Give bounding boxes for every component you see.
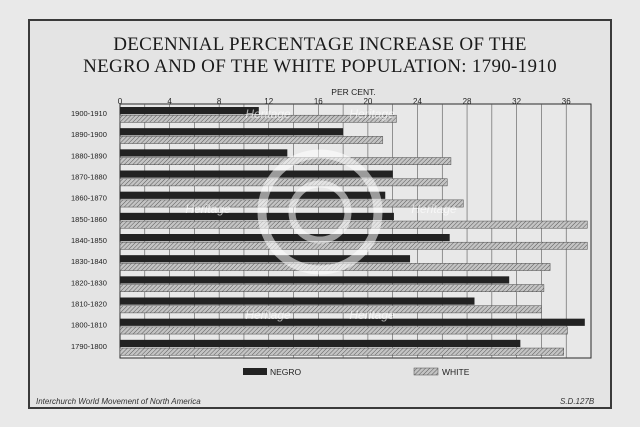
legend-swatch-negro — [243, 368, 267, 375]
category-label: 1880-1890 — [71, 151, 107, 160]
category-label: 1840-1850 — [71, 236, 107, 245]
bar-negro — [120, 234, 450, 242]
bar-negro — [120, 339, 521, 348]
watermark-text: Heritage — [349, 107, 395, 121]
bar-white — [119, 347, 564, 356]
bar-white — [119, 326, 568, 335]
x-tick-label: 36 — [562, 97, 571, 106]
bar-white — [119, 136, 384, 144]
category-label: 1890-1900 — [71, 130, 107, 139]
chart-title-line-1: DECENNIAL PERCENTAGE INCREASE OF THE — [113, 34, 527, 55]
watermark-text: Heritage — [349, 308, 395, 322]
bar-white — [119, 220, 588, 229]
bar-negro — [120, 255, 411, 263]
category-label: 1860-1870 — [71, 194, 107, 203]
x-axis-label: PER CENT. — [331, 87, 375, 97]
watermark-text: Heritage — [411, 202, 457, 216]
watermark-ring — [257, 149, 383, 275]
bar-negro — [120, 212, 394, 221]
x-tick-label: 20 — [363, 97, 372, 106]
bar-white — [119, 305, 542, 314]
x-tick-label: 12 — [264, 97, 273, 106]
category-label: 1830-1840 — [71, 257, 107, 266]
bar-white — [119, 241, 588, 250]
bar-negro — [120, 170, 393, 178]
category-label: 1820-1830 — [71, 278, 107, 287]
category-label: 1800-1810 — [71, 321, 107, 330]
category-label: 1870-1880 — [71, 173, 107, 182]
category-label: 1850-1860 — [71, 215, 107, 224]
bar-white — [119, 114, 397, 123]
category-label: 1810-1820 — [71, 300, 107, 309]
footer-code: S.D.127B — [560, 397, 595, 406]
plot-area — [119, 103, 592, 359]
chart-title: DECENNIAL PERCENTAGE INCREASE OF THE NEG… — [32, 34, 608, 78]
watermark-inner — [288, 180, 352, 244]
bar-negro — [120, 128, 344, 136]
bar-white — [119, 284, 545, 292]
watermark-text: Heritage — [245, 308, 291, 322]
footer-credit: Interchurch World Movement of North Amer… — [36, 397, 201, 406]
bar-negro — [120, 107, 259, 115]
bar-negro — [120, 297, 475, 305]
x-tick-label: 0 — [118, 97, 123, 106]
x-tick-label: 28 — [463, 97, 472, 106]
watermark-text: Heritage — [185, 202, 231, 216]
x-tick-label: 24 — [413, 97, 422, 106]
category-label: 1790-1800 — [71, 342, 107, 351]
watermark-text: Heritage — [245, 107, 291, 121]
x-tick-label: 32 — [512, 97, 521, 106]
x-tick-label: 16 — [314, 97, 323, 106]
bar-negro — [120, 149, 288, 157]
legend-swatch-white — [413, 367, 439, 376]
category-label: 1900-1910 — [71, 109, 107, 118]
bar-white — [119, 178, 448, 187]
bar-negro — [120, 276, 510, 284]
x-tick-label: 4 — [167, 97, 172, 106]
chart-title-line-2: NEGRO AND OF THE WHITE POPULATION: 1790-… — [83, 56, 557, 77]
x-tick-label: 8 — [217, 97, 222, 106]
bar-negro — [120, 191, 386, 199]
legend-label-white: WHITE — [442, 367, 470, 377]
legend-label-negro: NEGRO — [270, 367, 302, 377]
bar-negro — [120, 318, 585, 326]
